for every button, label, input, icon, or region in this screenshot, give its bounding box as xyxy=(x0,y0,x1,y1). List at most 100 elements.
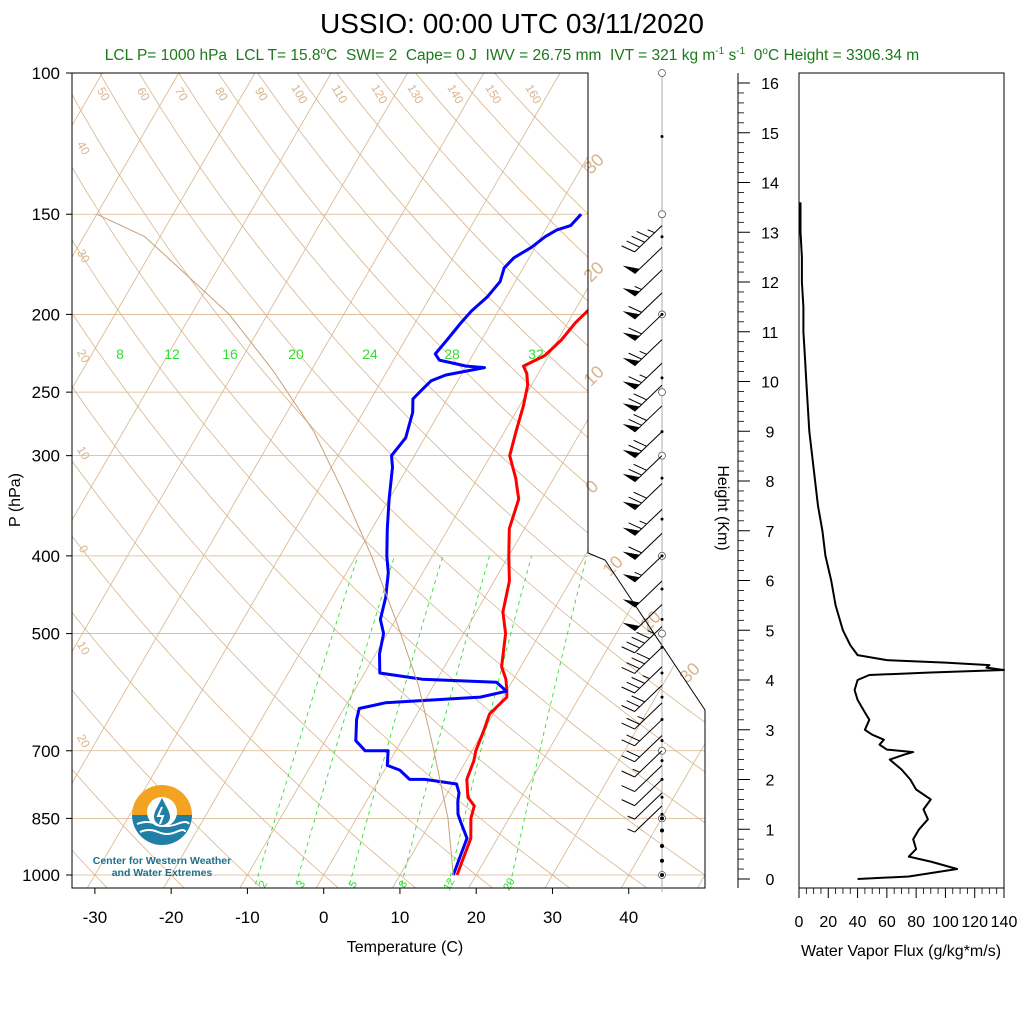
barb-half-feather xyxy=(634,571,642,576)
mixing-ratio-line xyxy=(347,555,444,888)
isotherm-label: 150 xyxy=(482,82,504,107)
mixing-ratio-label: 3 xyxy=(295,879,308,890)
height-tick-label: 8 xyxy=(766,474,775,491)
barb-feather xyxy=(631,657,645,665)
isotherm-line xyxy=(160,73,637,888)
mixing-ratio-line xyxy=(399,555,490,888)
dry-adiabat xyxy=(72,73,344,888)
isotherm-label: 120 xyxy=(368,82,390,107)
wind-barb xyxy=(634,384,663,412)
flux-tick-label: 140 xyxy=(991,914,1018,931)
iwv-value: IWV = 26.75 mm xyxy=(485,47,602,65)
barb-level-circle xyxy=(658,210,666,219)
barb-level-circle xyxy=(658,388,666,397)
barb-feather xyxy=(621,739,635,747)
barb-feather xyxy=(621,722,635,730)
dry-adiabat xyxy=(72,73,267,888)
wind-barb xyxy=(634,684,663,712)
wind-barb xyxy=(634,702,663,730)
pressure-tick-label: 150 xyxy=(32,205,60,224)
dry-adiabat xyxy=(72,73,705,888)
barb-flag xyxy=(622,357,640,366)
barb-dot xyxy=(660,617,664,621)
dry-adiabat xyxy=(138,73,705,888)
mixing-ratio-label: 24 xyxy=(362,346,378,362)
flux-tick-label: 80 xyxy=(907,914,925,931)
calm-dot xyxy=(660,828,664,833)
isotherm-line xyxy=(72,73,485,888)
isotherm-line xyxy=(771,73,1024,892)
calm-dot xyxy=(660,873,664,877)
x-axis-label: Temperature (C) xyxy=(347,939,463,956)
pressure-tick-label: 300 xyxy=(32,447,60,466)
wind-barb xyxy=(634,750,663,778)
lcl-temperature: LCL T= 15.8oC xyxy=(235,46,338,65)
isotherm-line xyxy=(466,73,705,888)
wind-barb xyxy=(634,292,663,320)
barb-dot xyxy=(660,235,664,239)
height-tick-label: 7 xyxy=(766,524,775,541)
isotherm-line xyxy=(72,73,180,888)
barb-feather xyxy=(621,245,635,253)
dry-adiabat xyxy=(375,73,705,888)
flux-panel-border xyxy=(798,72,1005,889)
dry-adiabat xyxy=(72,73,576,888)
barb-flag xyxy=(622,501,640,510)
barb-feather xyxy=(633,463,647,471)
barb-flag xyxy=(622,332,640,341)
height-tick-label: 16 xyxy=(761,76,779,93)
barb-feather xyxy=(633,491,647,499)
height-tick-label: 13 xyxy=(761,225,779,242)
barb-feather xyxy=(633,414,647,421)
isotherm-label: 100 xyxy=(288,82,310,107)
height-tick-label: 2 xyxy=(766,773,775,790)
temperature-tick-label: 0 xyxy=(319,908,328,927)
barb-flag xyxy=(622,403,640,412)
barb-feather xyxy=(628,444,642,452)
dry-adiabat xyxy=(257,73,705,888)
wind-barb xyxy=(634,533,663,560)
height-tick-label: 11 xyxy=(762,325,779,342)
barb-level-circle xyxy=(658,629,666,638)
isotherm-label: 80 xyxy=(212,85,231,104)
barb-feather xyxy=(636,652,650,660)
isotherm-label: 60 xyxy=(134,85,153,104)
height-tick-label: 12 xyxy=(761,275,779,292)
pressure-tick-label: 100 xyxy=(32,64,60,83)
barb-half-feather xyxy=(637,715,645,720)
height-axis-label: Height (Km) xyxy=(714,465,731,550)
dry-adiabat-label: 30 xyxy=(74,247,93,266)
barb-feather xyxy=(621,799,635,807)
flux-tick-label: 40 xyxy=(849,914,867,931)
barb-flag xyxy=(622,527,640,536)
height-tick-label: 3 xyxy=(766,723,775,740)
barb-flag xyxy=(622,311,640,320)
isotherm-edge-label: 0 xyxy=(581,476,602,497)
barb-feather xyxy=(626,641,640,649)
barb-feather xyxy=(628,468,642,476)
flux-tick-label: 120 xyxy=(961,914,988,931)
isotherm-edge-label: 10 xyxy=(580,362,608,390)
mixing-ratio-label: 5 xyxy=(347,879,360,890)
temperature-tick-label: -10 xyxy=(235,908,260,927)
isotherm-line xyxy=(72,73,256,888)
barb-half-feather xyxy=(642,675,650,680)
barb-feather xyxy=(631,636,645,644)
height-tick-label: 5 xyxy=(766,623,775,640)
flux-tick-label: 60 xyxy=(878,914,896,931)
mixing-ratio-label: 8 xyxy=(397,879,410,890)
height-tick-label: 6 xyxy=(766,574,775,591)
barb-feather xyxy=(628,522,642,530)
barb-feather xyxy=(636,231,650,238)
isotherm-label: 90 xyxy=(252,85,271,104)
y-axis-label: P (hPa) xyxy=(7,473,24,527)
barb-dot xyxy=(660,671,664,675)
pressure-tick-label: 500 xyxy=(32,625,60,644)
isotherm-edge-label: 20 xyxy=(580,258,608,286)
dry-adiabat xyxy=(178,73,705,888)
height-tick-label: 1 xyxy=(766,822,775,839)
mixing-ratio-label: 28 xyxy=(444,346,460,362)
barb-feather xyxy=(626,734,640,742)
wind-barb xyxy=(634,225,663,253)
wind-barb xyxy=(634,765,663,792)
